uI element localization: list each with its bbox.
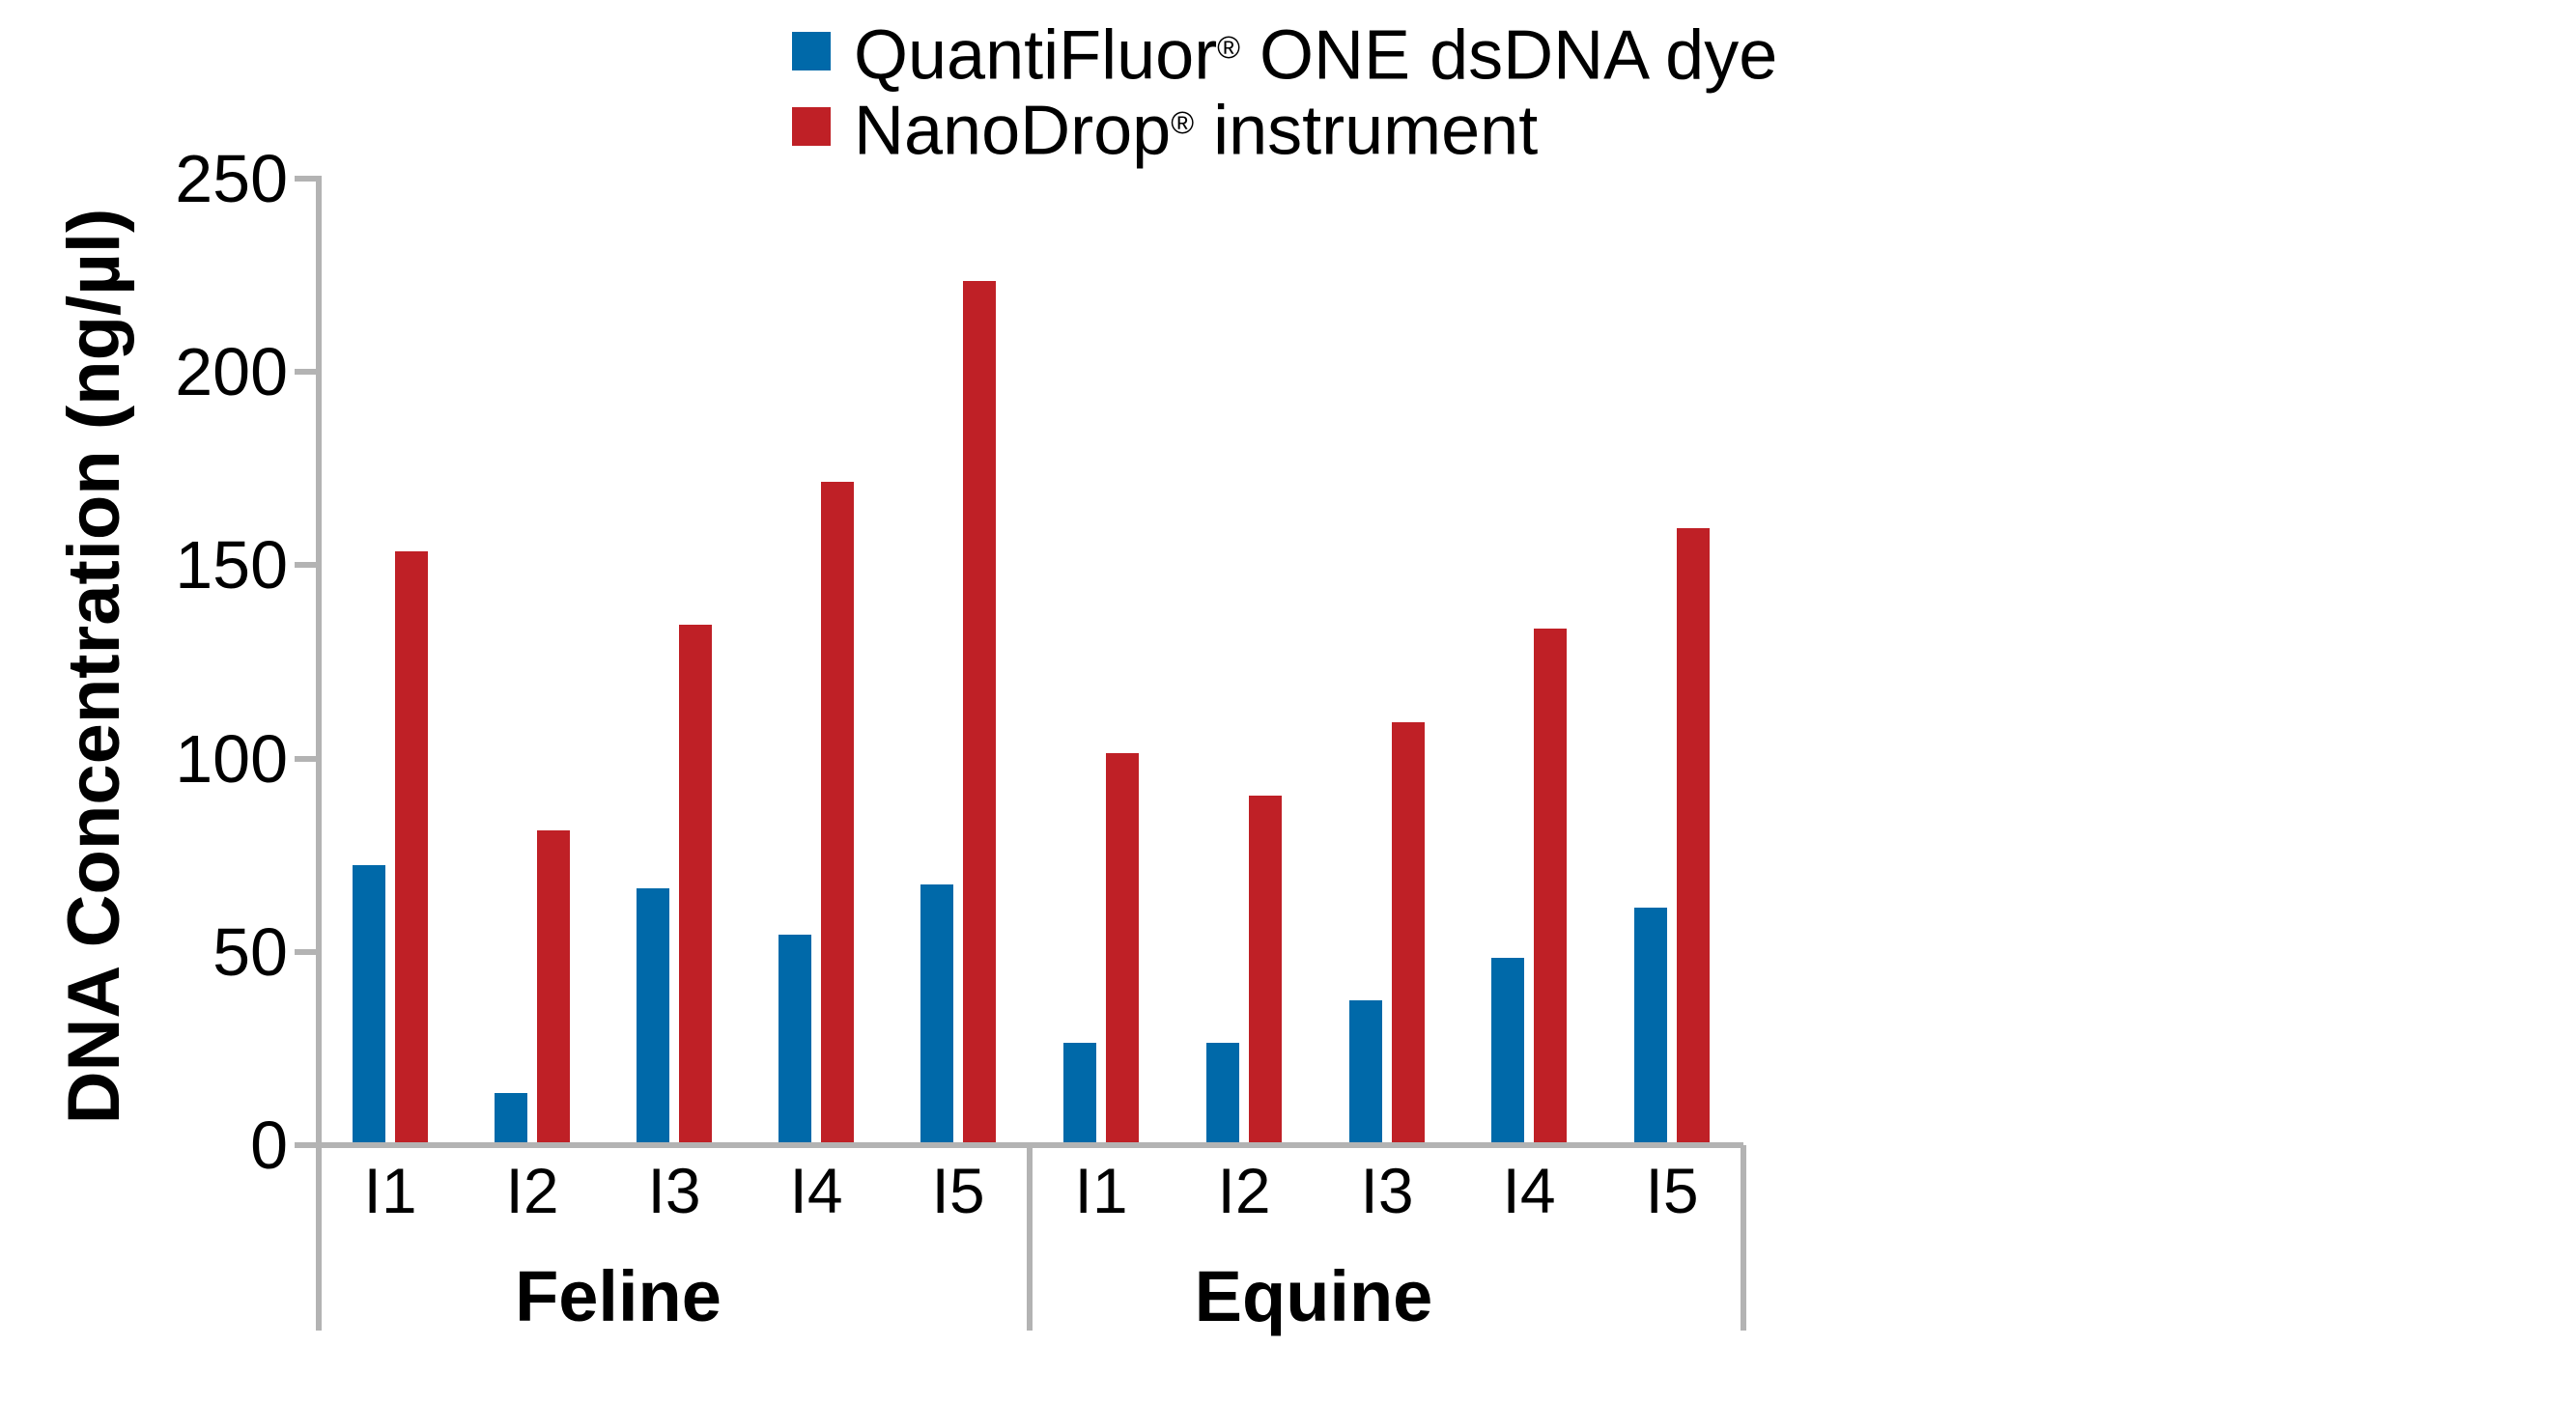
bar-equine-i3-nanodrop xyxy=(1392,722,1425,1143)
y-tick-200 xyxy=(295,369,322,375)
y-tick-label-200: 200 xyxy=(175,334,288,409)
bar-equine-i4-quantifluor xyxy=(1491,958,1524,1143)
category-label-feline-i3: I3 xyxy=(647,1155,701,1226)
bar-feline-i2-quantifluor xyxy=(495,1093,527,1143)
y-tick-label-50: 50 xyxy=(212,914,288,990)
legend-label-quantifluor: QuantiFluor® ONE dsDNA dye xyxy=(854,16,1778,95)
y-tick-label-150: 150 xyxy=(175,527,288,603)
y-tick-250 xyxy=(295,176,322,182)
y-tick-50 xyxy=(295,949,322,955)
group-bracket-left xyxy=(316,1145,322,1331)
group-label-equine: Equine xyxy=(1194,1256,1433,1336)
bar-feline-i3-nanodrop xyxy=(679,625,712,1143)
category-label-feline-i4: I4 xyxy=(789,1155,843,1226)
category-label-feline-i2: I2 xyxy=(505,1155,559,1226)
y-tick-150 xyxy=(295,562,322,568)
group-bracket-right xyxy=(1741,1145,1746,1331)
category-label-equine-i4: I4 xyxy=(1502,1155,1556,1226)
legend-label-nanodrop: NanoDrop® instrument xyxy=(854,92,1539,170)
legend-item-quantifluor: QuantiFluor® ONE dsDNA dye xyxy=(792,14,1778,95)
bar-feline-i3-quantifluor xyxy=(637,888,669,1143)
bar-equine-i1-nanodrop xyxy=(1106,753,1139,1143)
bar-feline-i4-nanodrop xyxy=(821,482,854,1143)
legend-item-nanodrop: NanoDrop® instrument xyxy=(792,89,1777,170)
x-axis-line xyxy=(295,1142,1743,1148)
category-label-feline-i5: I5 xyxy=(931,1155,985,1226)
y-tick-label-250: 250 xyxy=(175,141,288,216)
bar-equine-i5-nanodrop xyxy=(1677,528,1710,1143)
category-label-equine-i1: I1 xyxy=(1074,1155,1128,1226)
category-label-feline-i1: I1 xyxy=(363,1155,417,1226)
y-tick-label-100: 100 xyxy=(175,721,288,797)
category-label-equine-i5: I5 xyxy=(1645,1155,1699,1226)
bar-equine-i1-quantifluor xyxy=(1063,1043,1096,1143)
category-label-equine-i3: I3 xyxy=(1360,1155,1414,1226)
bar-feline-i5-nanodrop xyxy=(963,281,996,1143)
bar-equine-i2-quantifluor xyxy=(1206,1043,1239,1143)
bar-equine-i2-nanodrop xyxy=(1249,796,1282,1143)
y-axis-line xyxy=(316,176,322,1148)
bar-feline-i1-nanodrop xyxy=(395,551,428,1143)
legend-swatch-red-icon xyxy=(792,107,831,146)
y-tick-100 xyxy=(295,756,322,762)
bar-equine-i4-nanodrop xyxy=(1534,629,1567,1143)
bar-feline-i1-quantifluor xyxy=(353,865,385,1143)
registered-mark: ® xyxy=(1217,29,1241,65)
bar-feline-i5-quantifluor xyxy=(920,884,953,1143)
bar-feline-i4-quantifluor xyxy=(778,935,811,1143)
category-label-equine-i2: I2 xyxy=(1217,1155,1271,1226)
bar-equine-i3-quantifluor xyxy=(1349,1000,1382,1143)
group-bracket-divider xyxy=(1027,1145,1033,1331)
bar-equine-i5-quantifluor xyxy=(1634,908,1667,1143)
group-label-feline: Feline xyxy=(515,1256,722,1336)
y-tick-label-0: 0 xyxy=(250,1108,288,1183)
legend-swatch-blue-icon xyxy=(792,32,831,70)
legend: QuantiFluor® ONE dsDNA dye NanoDrop® ins… xyxy=(792,14,1778,170)
registered-mark: ® xyxy=(1171,104,1195,140)
bar-feline-i2-nanodrop xyxy=(537,830,570,1143)
